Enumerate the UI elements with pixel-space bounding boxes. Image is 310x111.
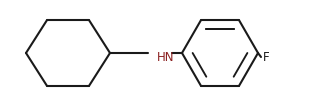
Text: F: F	[263, 51, 270, 63]
Text: HN: HN	[157, 51, 175, 63]
